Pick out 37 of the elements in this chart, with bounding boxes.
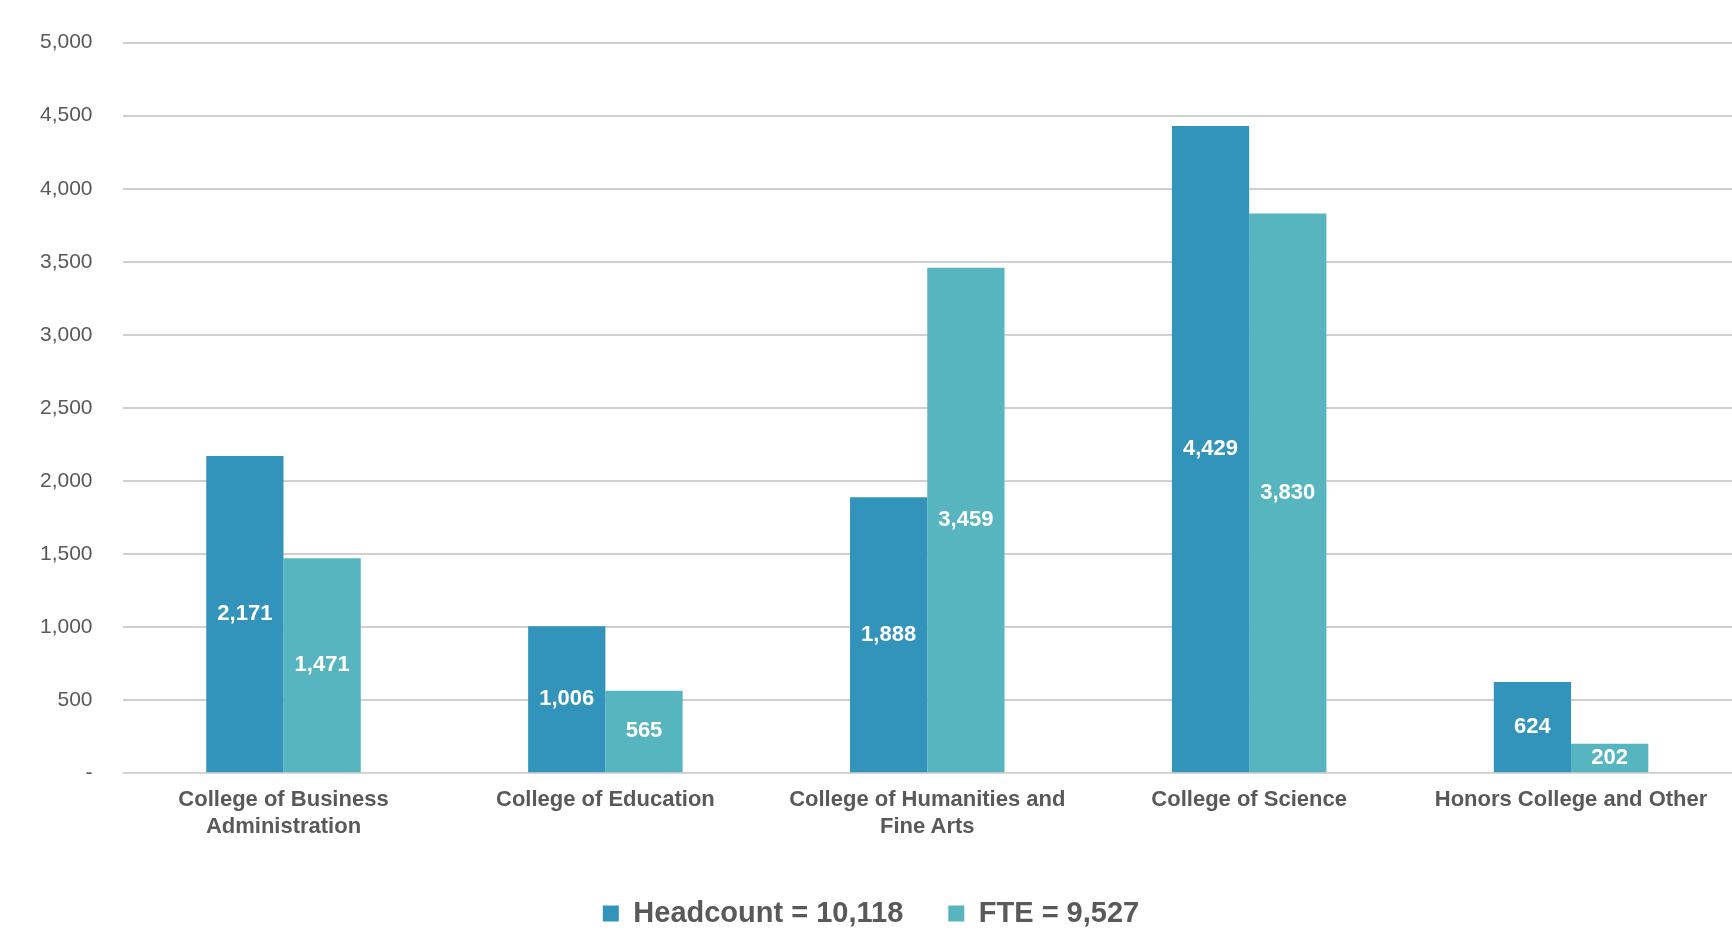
y-tick-label: 4,000 — [39, 175, 93, 199]
bar — [605, 690, 683, 773]
data-label: 4,429 — [1183, 435, 1239, 461]
bar — [206, 455, 284, 773]
y-tick-label: 500 — [57, 686, 93, 710]
x-tick-label: College of Science — [1151, 786, 1347, 812]
bar — [1171, 126, 1250, 773]
bar — [283, 558, 361, 773]
legend-label: FTE = 9,527 — [978, 895, 1140, 928]
data-label: 565 — [625, 717, 663, 743]
bar — [1493, 682, 1572, 773]
x-tick-label: College of Business Administration — [178, 786, 389, 838]
data-label: 624 — [1514, 713, 1552, 739]
data-label: 1,888 — [861, 620, 917, 646]
y-tick-label: 3,000 — [39, 321, 93, 345]
x-tick-label: College of Education — [495, 786, 715, 812]
data-label: 2,171 — [217, 600, 273, 626]
data-label: 3,459 — [938, 506, 994, 532]
legend-label: Headcount = 10,118 — [633, 895, 904, 928]
bar — [850, 497, 928, 773]
y-tick-label: 1,500 — [39, 540, 93, 564]
y-tick-label: 3,500 — [39, 248, 93, 272]
data-label: 1,006 — [539, 685, 595, 711]
y-tick-label: 4,500 — [39, 102, 93, 126]
y-tick-label: 2,500 — [39, 394, 93, 418]
data-label: 3,830 — [1260, 478, 1316, 504]
bar — [528, 626, 606, 773]
y-tick-label: - — [85, 760, 93, 783]
y-tick-label: 2,000 — [39, 467, 93, 491]
bar — [1249, 213, 1327, 773]
x-tick-label: Honors College and Other — [1434, 786, 1708, 812]
data-label: 202 — [1591, 744, 1629, 769]
y-tick-label: 5,000 — [39, 29, 93, 53]
data-label: 1,471 — [294, 651, 350, 677]
y-tick-label: 1,000 — [39, 613, 93, 637]
x-tick-label: College of Humanities and Fine Arts — [789, 786, 1066, 838]
bar — [927, 267, 1005, 773]
